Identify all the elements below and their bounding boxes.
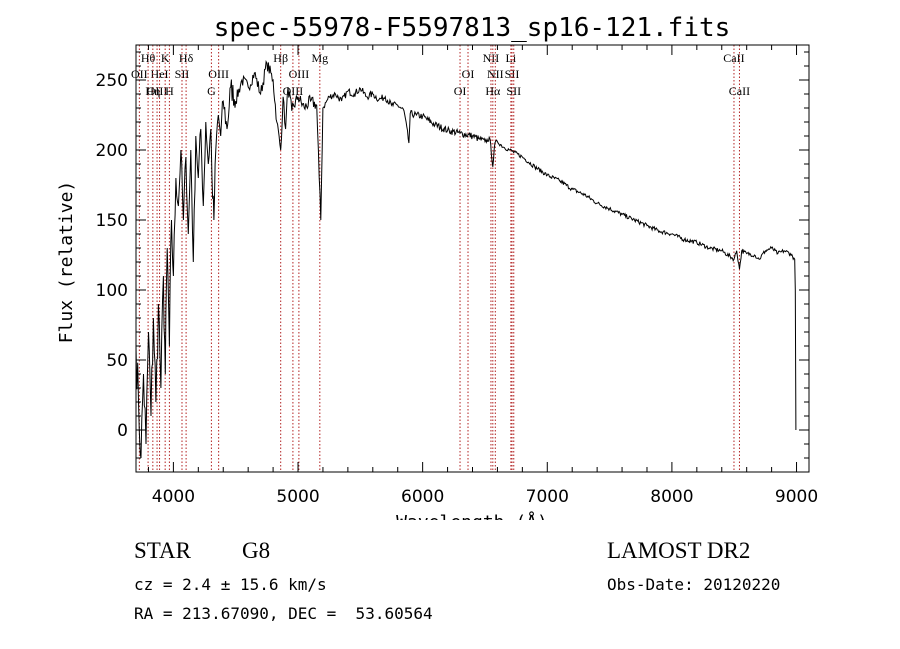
- spectral-line-markers: HθOIIOIIIHeIHηKSIIHHδOIIIGHβOIIIOIIIMgOI…: [131, 45, 750, 472]
- redshift-label: cz = 2.4 ± 15.6 km/s: [134, 575, 327, 594]
- line-marker-label: OIII: [208, 67, 229, 81]
- line-marker-label: Hη: [145, 84, 160, 98]
- y-tick-label: 150: [96, 211, 128, 231]
- y-tick-label: 50: [106, 351, 128, 371]
- class-label: STAR: [134, 538, 191, 563]
- line-marker-label: CaII: [723, 51, 744, 65]
- y-tick-label: 0: [117, 421, 128, 441]
- chart-title: spec-55978-F5597813_sp16-121.fits: [214, 13, 731, 43]
- line-marker-label: OIII: [289, 67, 310, 81]
- line-marker-label: NII: [487, 67, 504, 81]
- subclass-label: G8: [242, 538, 271, 563]
- y-tick-label: 250: [96, 71, 128, 91]
- line-marker-label: H: [165, 84, 174, 98]
- line-marker-label: Hδ: [179, 51, 194, 65]
- x-axis-label: Wavelength (Å): [396, 511, 548, 520]
- x-tick-label: 9000: [775, 487, 818, 507]
- coordinates-label: RA = 213.67090, DEC = 53.60564: [134, 604, 433, 623]
- line-marker-label: OII: [131, 67, 148, 81]
- survey-label: LAMOST DR2: [607, 538, 751, 563]
- line-marker-label: G: [207, 84, 216, 98]
- line-marker-label: SII: [175, 67, 190, 81]
- x-tick-label: 4000: [152, 487, 195, 507]
- line-marker-label: K: [161, 51, 170, 65]
- line-marker-label: OI: [462, 67, 475, 81]
- line-marker-label: Li: [506, 51, 517, 65]
- x-axis: 4000 5000 6000 7000 8000 9000: [147, 45, 818, 507]
- line-marker-label: Mg: [311, 51, 328, 65]
- line-marker-label: Hθ: [141, 51, 156, 65]
- line-marker-label: SII: [505, 67, 520, 81]
- line-marker-label: HeI: [151, 67, 169, 81]
- x-tick-label: 6000: [401, 487, 444, 507]
- y-tick-label: 100: [96, 281, 128, 301]
- line-marker-label: CaII: [729, 84, 750, 98]
- plot-frame: [135, 44, 810, 473]
- line-marker-label: NII: [483, 51, 500, 65]
- x-tick-label: 8000: [650, 487, 693, 507]
- line-marker-label: SII: [506, 84, 521, 98]
- y-tick-label: 200: [96, 141, 128, 161]
- line-marker-label: Hα: [485, 84, 501, 98]
- flux-series-line: [135, 60, 797, 459]
- line-marker-label: OI: [454, 84, 467, 98]
- x-tick-label: 5000: [276, 487, 319, 507]
- y-axis-label: Flux (relative): [56, 181, 77, 344]
- x-tick-label: 7000: [526, 487, 569, 507]
- line-marker-label: Hβ: [273, 51, 288, 65]
- spectrum-chart: spec-55978-F5597813_sp16-121.fits Hθ OII O…: [56, 13, 818, 520]
- y-axis: 0 50 100 150 200 250: [96, 51, 809, 459]
- line-marker-label: OIII: [283, 84, 304, 98]
- line-marker-label: OIII: [147, 84, 168, 98]
- obs-date-label: Obs-Date: 20120220: [607, 575, 781, 594]
- series-layer: [135, 60, 797, 459]
